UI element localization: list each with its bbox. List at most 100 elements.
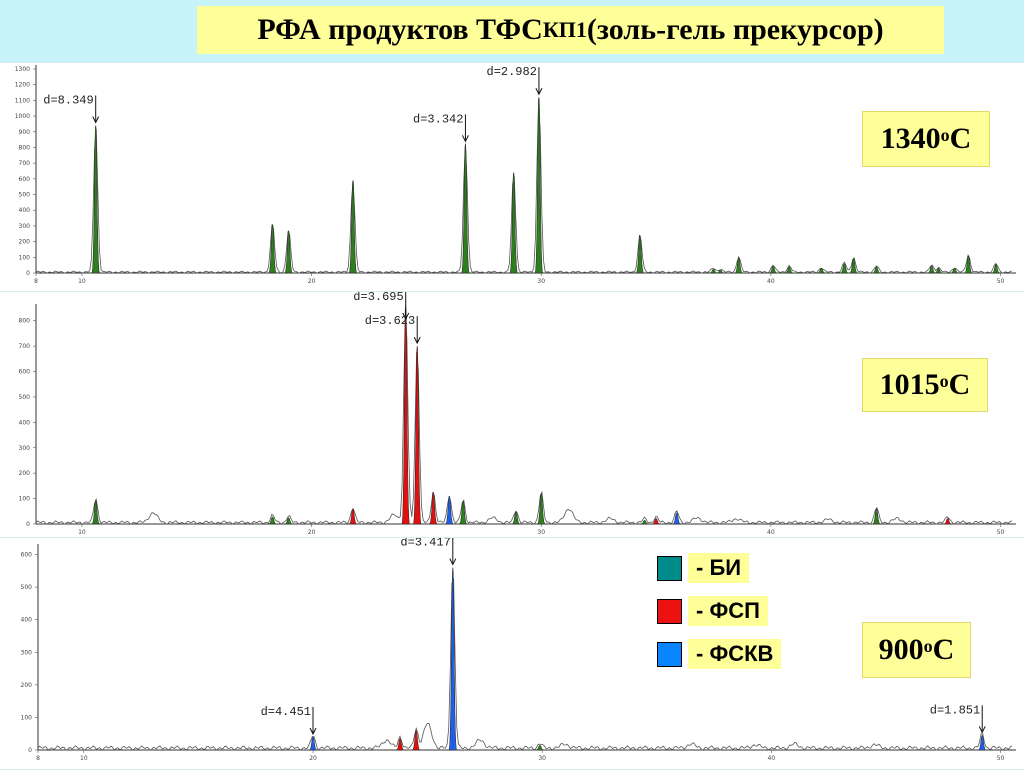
x-tick-label: 20 xyxy=(308,278,316,285)
y-tick-label: 600 xyxy=(21,552,33,559)
xrd-chart-900: 0 100 200 300 400 500 600 8 10 20 30 40 50 d=4.451 d=3… xyxy=(21,538,1016,762)
y-tick-label: 300 xyxy=(19,445,31,452)
legend-item-fsp: - ФСП xyxy=(657,596,768,626)
peak-БИ xyxy=(964,255,973,274)
peak-БИ xyxy=(511,511,520,525)
annotation-arrowhead xyxy=(461,135,469,143)
x-tick-label: 20 xyxy=(309,755,317,762)
peak-ФСП xyxy=(652,518,661,525)
x-tick-label: 40 xyxy=(767,278,775,285)
peak-БИ xyxy=(991,264,1000,274)
y-tick-label: 100 xyxy=(21,714,33,721)
xrd-chart-1015: 0 100 200 300 400 500 600 700 800 10 20 30 40 50 d=3.6… xyxy=(19,292,1016,536)
annotation-d-spacing: d=3.695 xyxy=(353,292,403,304)
peak-ФСП xyxy=(396,738,405,751)
y-tick-label: 500 xyxy=(21,584,33,591)
peak-БИ xyxy=(872,508,881,525)
title-sub: КП1 xyxy=(542,17,587,42)
annotation-arrowhead xyxy=(535,88,543,96)
peak-БИ xyxy=(950,268,959,274)
peak-БИ xyxy=(268,516,277,525)
peak-БИ xyxy=(91,499,100,525)
temperature-label-900: 900 o C xyxy=(862,622,971,678)
peak-БИ xyxy=(785,266,794,274)
title-tail: (золь-гель прекурсор) xyxy=(586,13,884,46)
y-tick-label: 300 xyxy=(21,649,33,656)
legend-item-fskv: - ФСКВ xyxy=(657,639,782,669)
peak-БИ xyxy=(348,180,358,274)
peak-ФСКВ xyxy=(672,512,681,525)
slide-title: РФА продуктов ТФС КП1 (золь-гель прекурсо… xyxy=(197,6,944,54)
peak-БИ xyxy=(535,744,544,751)
annotation-arrowhead xyxy=(402,312,410,321)
y-tick-label: 100 xyxy=(19,496,31,503)
legend-label-bi: - БИ xyxy=(688,553,750,583)
y-tick-label: 400 xyxy=(21,617,33,624)
peak-БИ xyxy=(709,268,718,274)
peak-ФСКВ xyxy=(978,735,987,751)
x-tick-label: 10 xyxy=(78,529,86,536)
peak-БИ xyxy=(268,224,277,274)
peak-ФСП xyxy=(348,508,357,525)
xrd-pattern-panel-bottom: 0 100 200 300 400 500 600 8 10 20 30 40 50 d=4.451 d=3… xyxy=(0,537,1024,770)
peak-ФСКВ xyxy=(448,567,457,751)
y-tick-label: 0 xyxy=(28,747,32,754)
x-tick-label: 30 xyxy=(537,278,545,285)
x-tick-label: 10 xyxy=(78,278,86,285)
annotation-d-spacing: d=4.451 xyxy=(261,705,311,719)
x-tick-label: 50 xyxy=(997,278,1005,285)
xrd-pattern-panel-middle: 0 100 200 300 400 500 600 700 800 10 20 30 40 50 d=3.6… xyxy=(0,291,1024,538)
annotation-arrowhead xyxy=(413,336,421,345)
peak-БИ xyxy=(927,265,936,274)
x-tick-label: 50 xyxy=(997,529,1005,536)
diffraction-trace xyxy=(35,309,1013,525)
xrd-chart-1340: 0 100 200 300 400 500 600 700 800 900 1000 1100 1200… xyxy=(15,65,1016,285)
peak-БИ xyxy=(458,500,468,525)
y-tick-label: 400 xyxy=(19,207,31,214)
y-tick-label: 200 xyxy=(21,682,33,689)
annotation-d-spacing: d=3.623 xyxy=(365,314,415,328)
peak-ФСП xyxy=(413,345,422,525)
y-tick-label: 600 xyxy=(19,369,31,376)
peak-БИ xyxy=(734,257,743,274)
x-tick-label: 50 xyxy=(997,755,1005,762)
peak-БИ xyxy=(509,172,518,274)
peak-ФСП xyxy=(412,730,421,751)
legend-label-fsp: - ФСП xyxy=(688,596,768,626)
x-tick-label: 8 xyxy=(36,755,40,762)
y-tick-label: 1300 xyxy=(15,66,30,73)
y-tick-label: 500 xyxy=(19,192,31,199)
peak-БИ xyxy=(91,125,100,274)
y-tick-label: 500 xyxy=(19,394,31,401)
peak-БИ xyxy=(849,257,858,274)
peak-БИ xyxy=(284,230,293,274)
temperature-label-1340: 1340 o C xyxy=(862,111,990,167)
peak-БИ xyxy=(716,269,725,274)
annotation-arrowhead xyxy=(449,558,457,566)
y-tick-label: 200 xyxy=(19,239,31,246)
peak-БИ xyxy=(534,96,544,274)
y-tick-label: 700 xyxy=(19,343,31,350)
annotation-d-spacing: d=2.982 xyxy=(487,65,537,79)
x-tick-label: 20 xyxy=(308,529,316,536)
annotation-arrowhead xyxy=(92,116,100,124)
y-tick-label: 100 xyxy=(19,254,31,261)
y-tick-label: 0 xyxy=(26,270,30,277)
diffraction-trace xyxy=(37,578,1013,751)
annotation-arrowhead xyxy=(978,726,986,734)
legend-swatch-fskv xyxy=(657,641,682,667)
x-tick-label: 40 xyxy=(768,755,776,762)
peak-ФСП xyxy=(943,518,952,525)
y-tick-label: 400 xyxy=(19,419,31,426)
peak-БИ xyxy=(461,144,470,274)
peak-БИ xyxy=(769,265,778,274)
annotation-d-spacing: d=3.342 xyxy=(413,112,463,126)
diffraction-trace xyxy=(35,98,1013,274)
x-tick-label: 10 xyxy=(80,755,88,762)
peak-БИ xyxy=(537,493,546,525)
annotation-d-spacing: d=3.417 xyxy=(400,538,450,550)
y-tick-label: 700 xyxy=(19,160,31,167)
legend-swatch-bi xyxy=(657,555,682,581)
peak-ФСП xyxy=(429,491,438,525)
y-tick-label: 800 xyxy=(19,144,31,151)
